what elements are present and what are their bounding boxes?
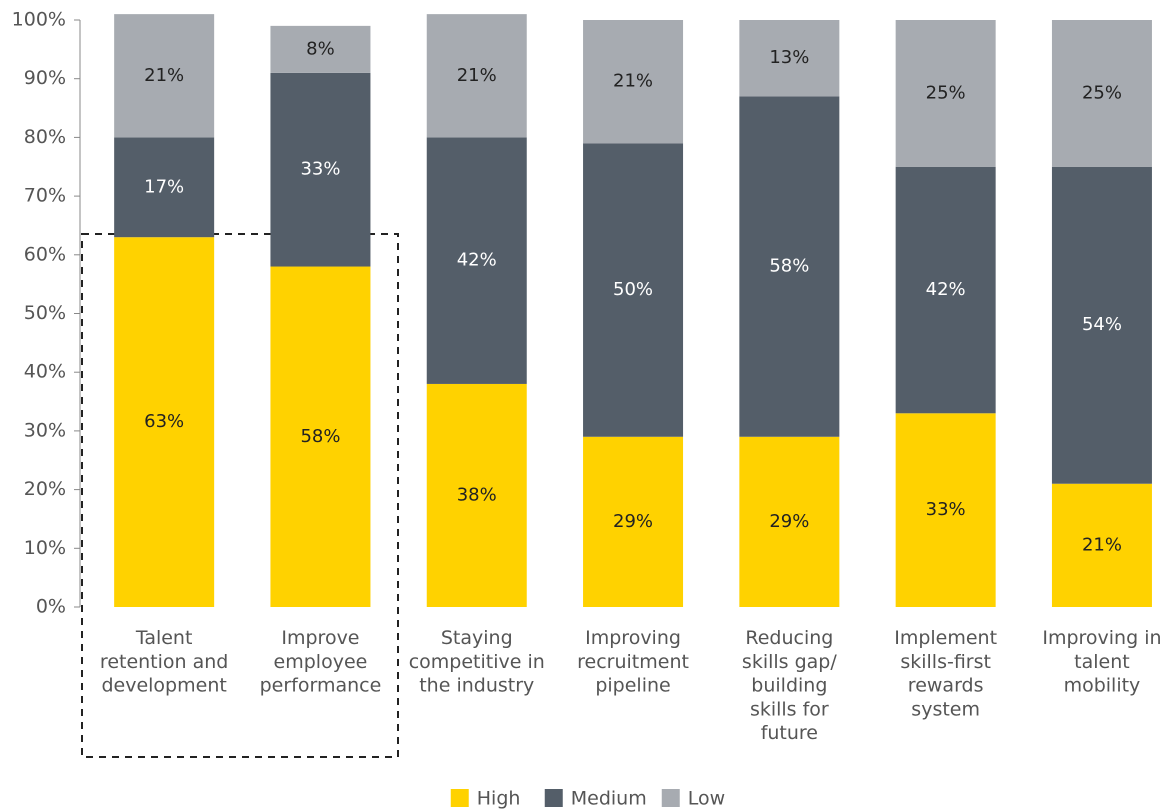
legend-swatch [450, 789, 469, 807]
value-label: 38% [457, 484, 497, 505]
x-tick-label: Staying competitive in the industry [409, 627, 545, 697]
value-label: 54% [1082, 314, 1122, 335]
value-label: 33% [300, 159, 340, 180]
value-label: 63% [144, 411, 184, 432]
value-label: 42% [457, 250, 497, 271]
bar-segment [426, 137, 527, 384]
bar-segment [895, 413, 996, 607]
bar-segment [739, 20, 840, 97]
value-label: 42% [926, 279, 966, 300]
legend-label: Low [688, 788, 725, 810]
y-tick-label: 70% [24, 185, 66, 207]
bar-segment [739, 436, 840, 607]
y-tick-label: 30% [24, 419, 66, 441]
bar-segment [114, 14, 215, 138]
bar-segment [270, 25, 371, 73]
bar-segment [895, 20, 996, 167]
bar-segment [583, 20, 684, 144]
y-tick-label: 0% [36, 596, 66, 618]
bar-segment [270, 72, 371, 267]
y-tick-label: 20% [24, 478, 66, 500]
bar-segment [1051, 20, 1152, 167]
x-tick-label: Implement skills-first rewards system [894, 627, 997, 720]
x-tick-label: Reducing skills gap/building skills for fut… [742, 627, 837, 744]
bar-segment [895, 166, 996, 414]
value-label: 13% [769, 47, 809, 68]
value-label: 58% [300, 426, 340, 447]
x-tick-label: Talent retention and development [100, 627, 228, 697]
value-label: 29% [769, 511, 809, 532]
legend-label: High [477, 788, 521, 810]
value-label: 50% [613, 279, 653, 300]
x-tick-label: Improve employee performance [260, 627, 382, 697]
bar-segment [739, 96, 840, 437]
bar-segment [114, 137, 215, 238]
legend-label: Medium [571, 788, 647, 810]
y-tick-label: 10% [24, 537, 66, 559]
x-tick-label: Improving recruitment pipeline [577, 627, 689, 697]
value-label: 58% [769, 256, 809, 277]
bar-segment [583, 436, 684, 607]
value-label: 8% [306, 38, 335, 59]
value-label: 17% [144, 176, 184, 197]
bar-segment [426, 383, 527, 607]
legend-swatch [544, 789, 563, 807]
value-label: 33% [926, 499, 966, 520]
value-label: 21% [144, 65, 184, 86]
bar-segment [114, 237, 215, 607]
y-tick-label: 40% [24, 361, 66, 383]
bar-segment [270, 266, 371, 607]
bar-segment [1051, 166, 1152, 484]
value-label: 21% [1082, 534, 1122, 555]
value-label: 21% [457, 65, 497, 86]
bar-segment [583, 143, 684, 437]
value-label: 25% [1082, 82, 1122, 103]
y-tick-label: 60% [24, 243, 66, 265]
value-label: 21% [613, 71, 653, 92]
bar-segment [1051, 483, 1152, 607]
value-label: 25% [926, 82, 966, 103]
highlight-box [81, 233, 399, 758]
y-tick-label: 80% [24, 126, 66, 148]
y-tick-label: 50% [24, 302, 66, 324]
x-tick-label: Improving in talent mobility [1042, 627, 1161, 697]
value-label: 29% [613, 511, 653, 532]
legend-swatch [661, 789, 680, 807]
y-tick-label: 90% [24, 67, 66, 89]
y-tick-label: 100% [12, 9, 66, 31]
bar-segment [426, 14, 527, 138]
